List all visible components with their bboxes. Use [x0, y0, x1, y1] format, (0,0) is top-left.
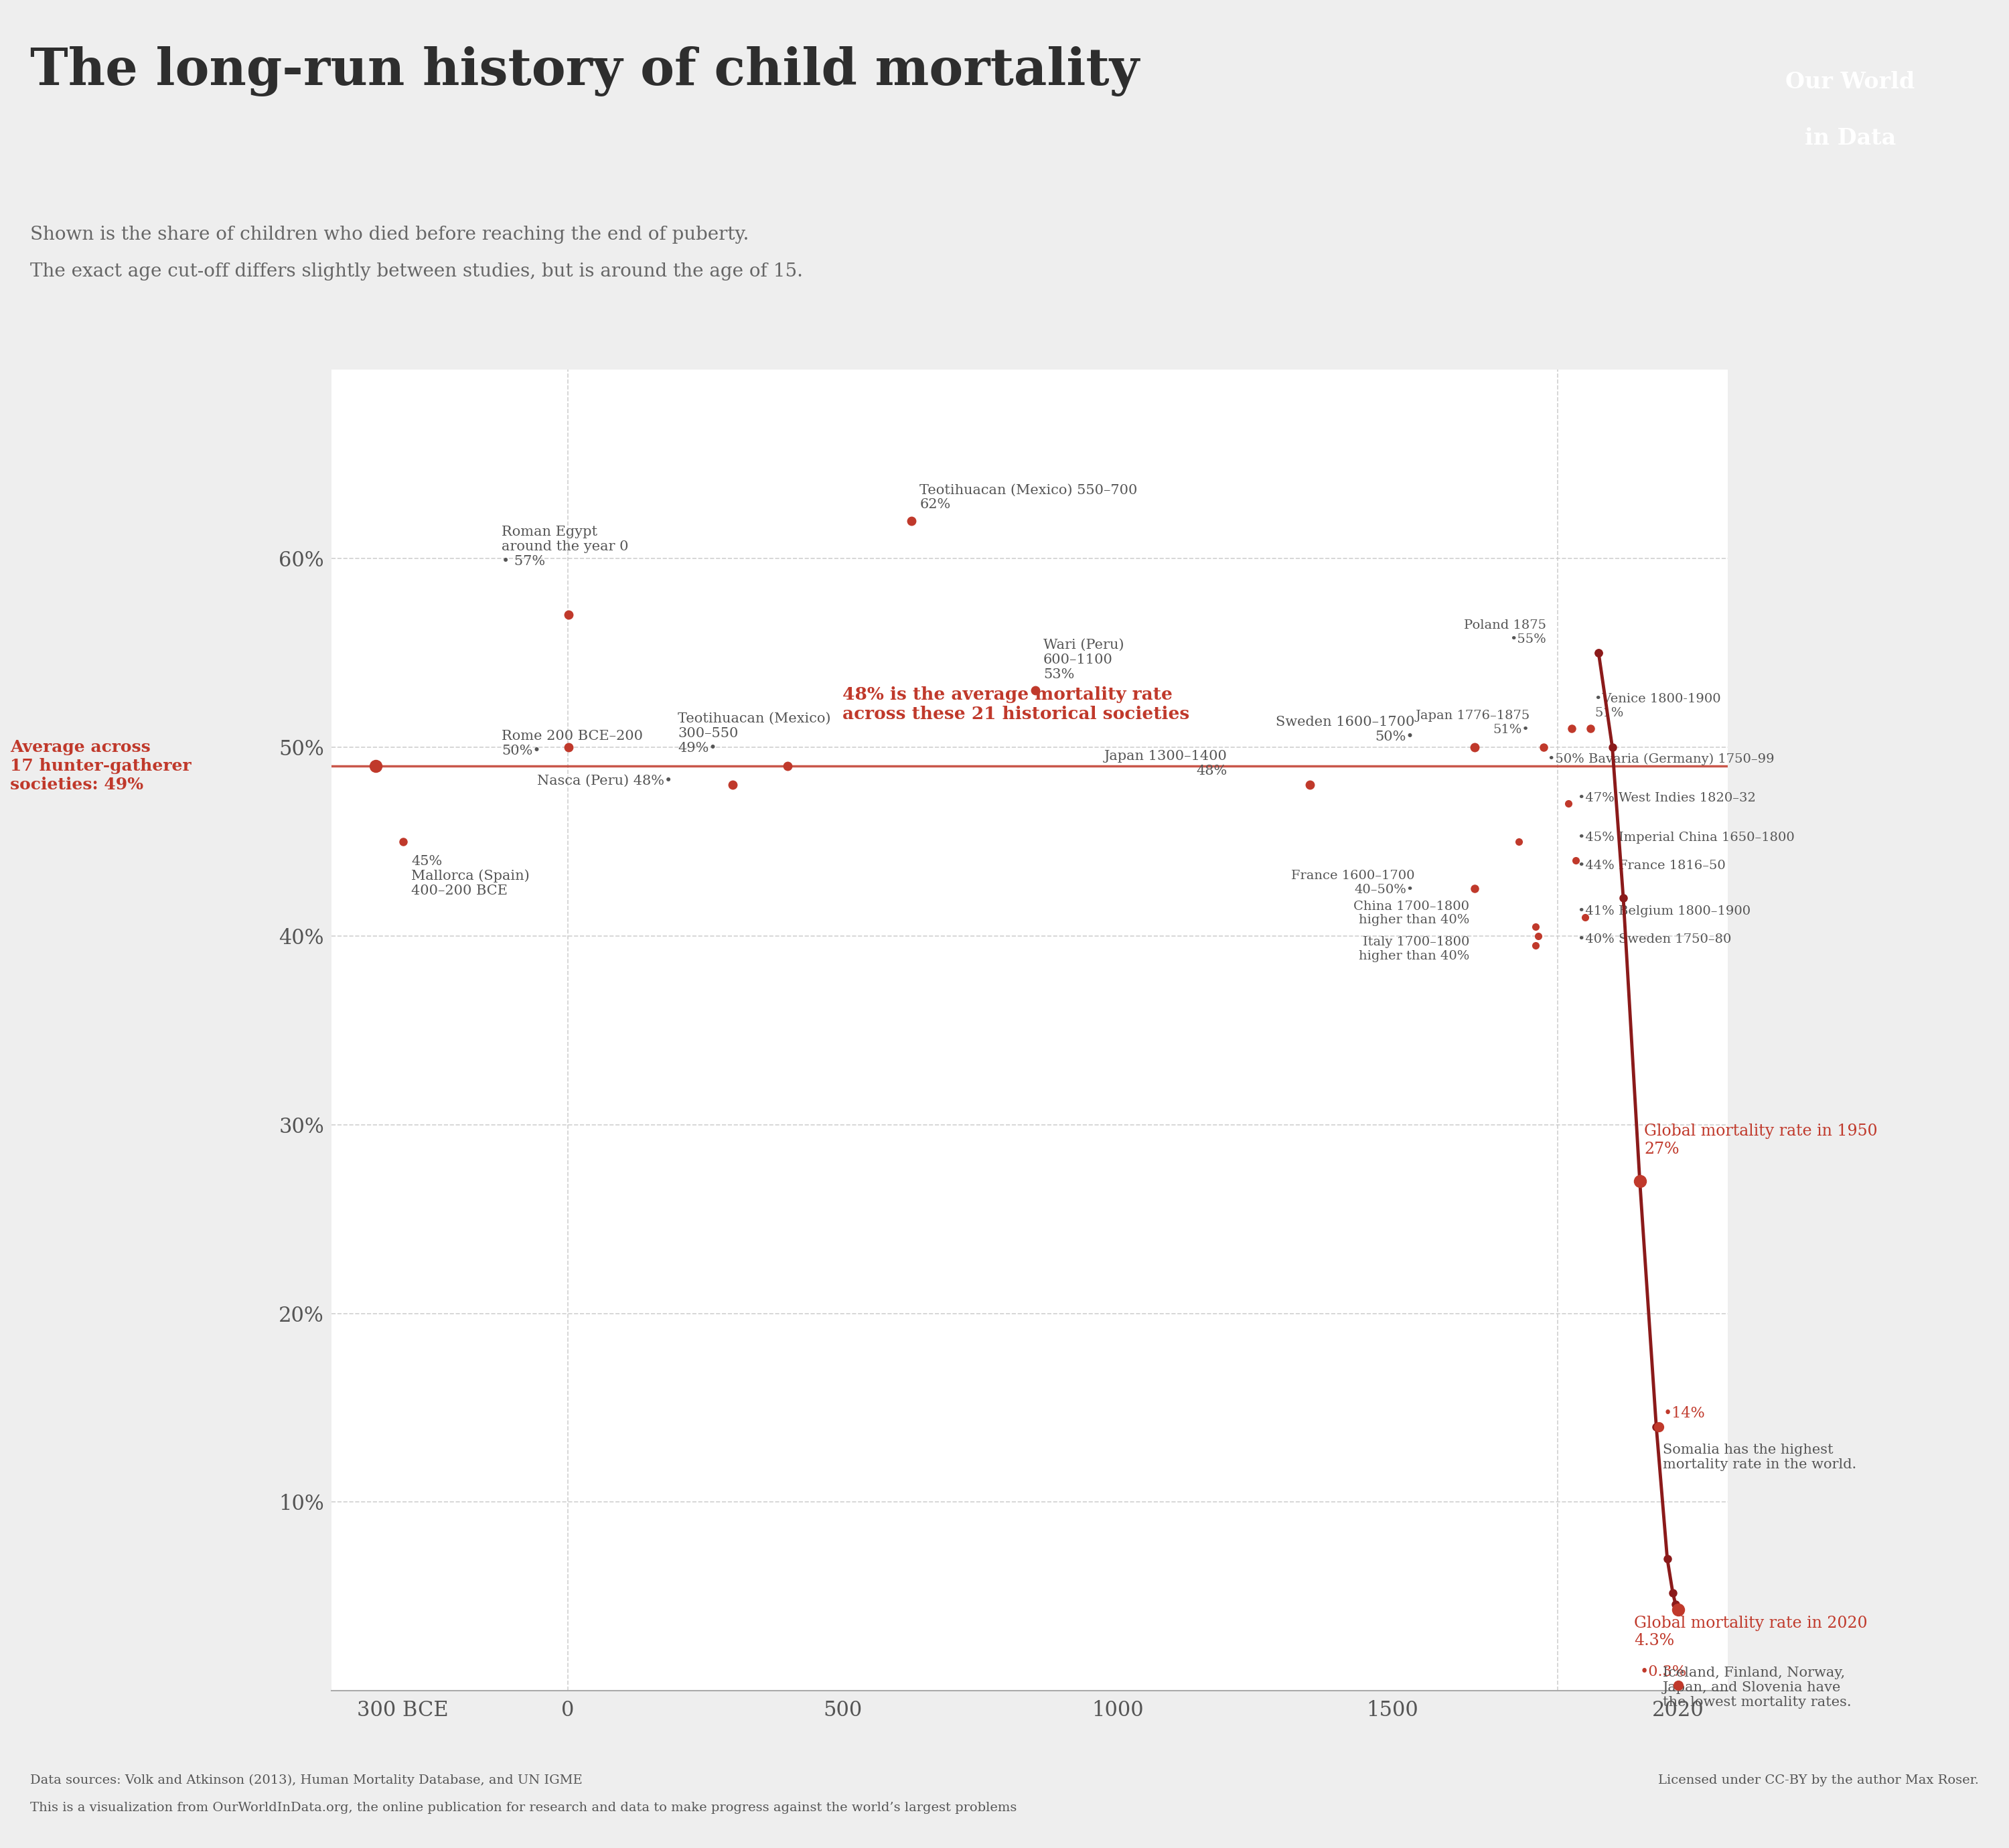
Text: Wari (Peru)
600–1100
53%: Wari (Peru) 600–1100 53%: [1043, 639, 1125, 682]
Text: Roman Egypt
around the year 0
• 57%: Roman Egypt around the year 0 • 57%: [502, 525, 629, 567]
Text: Teotihuacan (Mexico) 550–700
62%: Teotihuacan (Mexico) 550–700 62%: [920, 484, 1137, 512]
Text: Iceland, Finland, Norway,
Japan, and Slovenia have
the lowest mortality rates.: Iceland, Finland, Norway, Japan, and Slo…: [1663, 1667, 1852, 1709]
Text: Our World: Our World: [1786, 70, 1915, 92]
Text: Shown is the share of children who died before reaching the end of puberty.: Shown is the share of children who died …: [30, 225, 749, 244]
Text: •47% West Indies 1820–32: •47% West Indies 1820–32: [1577, 793, 1756, 804]
Text: The long-run history of child mortality: The long-run history of child mortality: [30, 46, 1139, 96]
Text: Japan 1300–1400
48%: Japan 1300–1400 48%: [1105, 750, 1227, 778]
Text: •41% Belgium 1800–1900: •41% Belgium 1800–1900: [1577, 906, 1750, 917]
Text: Sweden 1600–1700
50%•: Sweden 1600–1700 50%•: [1276, 715, 1414, 743]
Text: •44% France 1816–50: •44% France 1816–50: [1577, 859, 1726, 872]
Text: 45%
Mallorca (Spain)
400–200 BCE: 45% Mallorca (Spain) 400–200 BCE: [412, 856, 530, 898]
Text: Licensed under CC-BY by the author Max Roser.: Licensed under CC-BY by the author Max R…: [1657, 1774, 1979, 1787]
Text: China 1700–1800
higher than 40%: China 1700–1800 higher than 40%: [1354, 900, 1469, 926]
Text: •0.3%: •0.3%: [1639, 1665, 1688, 1680]
Text: Italy 1700–1800
higher than 40%: Italy 1700–1800 higher than 40%: [1358, 937, 1469, 963]
Text: •14%: •14%: [1663, 1406, 1706, 1421]
Text: •40% Sweden 1750–80: •40% Sweden 1750–80: [1577, 933, 1732, 946]
Text: Somalia has the highest
mortality rate in the world.: Somalia has the highest mortality rate i…: [1663, 1443, 1856, 1471]
Text: Global mortality rate in 1950
27%: Global mortality rate in 1950 27%: [1643, 1124, 1878, 1157]
Text: 48% is the average mortality rate
across these 21 historical societies: 48% is the average mortality rate across…: [842, 686, 1189, 723]
Text: •45% Imperial China 1650–1800: •45% Imperial China 1650–1800: [1577, 832, 1794, 845]
Text: Average across
17 hunter-gatherer
societies: 49%: Average across 17 hunter-gatherer societ…: [10, 739, 191, 793]
Text: Japan 1776–1875
51%•: Japan 1776–1875 51%•: [1414, 710, 1529, 736]
Text: •50% Bavaria (Germany) 1750–99: •50% Bavaria (Germany) 1750–99: [1547, 752, 1774, 765]
Text: France 1600–1700
40–50%•: France 1600–1700 40–50%•: [1292, 870, 1414, 896]
Text: The exact age cut-off differs slightly between studies, but is around the age of: The exact age cut-off differs slightly b…: [30, 262, 804, 281]
Text: Nasca (Peru) 48%•: Nasca (Peru) 48%•: [536, 774, 673, 787]
Text: Data sources: Volk and Atkinson (2013), Human Mortality Database, and UN IGME: Data sources: Volk and Atkinson (2013), …: [30, 1774, 583, 1787]
Text: in Data: in Data: [1804, 128, 1896, 150]
Text: Teotihuacan (Mexico)
300–550
49%•: Teotihuacan (Mexico) 300–550 49%•: [677, 713, 832, 754]
Text: Rome 200 BCE–200
50%•: Rome 200 BCE–200 50%•: [502, 730, 643, 758]
Text: Global mortality rate in 2020
4.3%: Global mortality rate in 2020 4.3%: [1633, 1615, 1868, 1648]
Text: This is a visualization from OurWorldInData.org, the online publication for rese: This is a visualization from OurWorldInD…: [30, 1802, 1017, 1815]
Text: Poland 1875
•55%: Poland 1875 •55%: [1465, 619, 1547, 645]
Text: •Venice 1800-1900
51%: •Venice 1800-1900 51%: [1595, 693, 1722, 719]
